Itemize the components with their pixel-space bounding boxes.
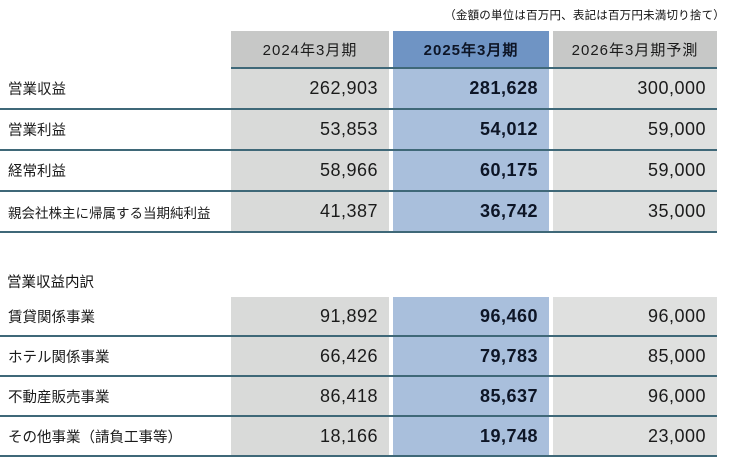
table-row-real-estate-sales: 不動産販売事業 86,418 85,637 96,000 [0, 377, 717, 417]
table-row-hotel: ホテル関係事業 66,426 79,783 85,000 [0, 337, 717, 377]
value-2025: 36,742 [393, 192, 549, 231]
row-label: 親会社株主に帰属する当期純利益 [0, 192, 231, 231]
column-gap [389, 417, 393, 455]
row-label: 賃貸関係事業 [0, 297, 231, 335]
value-2024: 18,166 [231, 417, 389, 455]
value-2024: 41,387 [231, 192, 389, 231]
column-gap [549, 417, 553, 455]
table-row-operating-revenue: 営業収益 262,903 281,628 300,000 [0, 69, 717, 110]
column-gap [389, 110, 393, 149]
row-label: ホテル関係事業 [0, 337, 231, 375]
table-row-operating-profit: 営業利益 53,853 54,012 59,000 [0, 110, 717, 151]
value-2025: 96,460 [393, 297, 549, 335]
column-gap [389, 337, 393, 375]
column-gap [549, 110, 553, 149]
value-2026: 59,000 [553, 151, 717, 190]
value-2026: 96,000 [553, 377, 717, 415]
value-2024: 66,426 [231, 337, 389, 375]
value-2025: 60,175 [393, 151, 549, 190]
row-label: 営業収益 [0, 69, 231, 108]
value-2025: 19,748 [393, 417, 549, 455]
column-gap [549, 192, 553, 231]
value-2026: 85,000 [553, 337, 717, 375]
table-row-net-income: 親会社株主に帰属する当期純利益 41,387 36,742 35,000 [0, 192, 717, 233]
value-2025: 85,637 [393, 377, 549, 415]
table-row-ordinary-profit: 経常利益 58,966 60,175 59,000 [0, 151, 717, 192]
value-2026: 23,000 [553, 417, 717, 455]
value-2026: 35,000 [553, 192, 717, 231]
col-header-2024: 2024年3月期 [231, 31, 389, 67]
column-gap [549, 337, 553, 375]
summary-table: 2024年3月期 2025年3月期 2026年3月期予測 営業収益 262,90… [0, 31, 717, 233]
col-header-2026-forecast: 2026年3月期予測 [553, 31, 717, 67]
col-header-2025-highlight: 2025年3月期 [393, 31, 549, 67]
column-gap [549, 69, 553, 108]
column-gap [389, 151, 393, 190]
row-label: 経常利益 [0, 151, 231, 190]
table-row-other-business: その他事業（請負工事等） 18,166 19,748 23,000 [0, 417, 717, 457]
value-2024: 58,966 [231, 151, 389, 190]
column-gap [389, 377, 393, 415]
row-label: 不動産販売事業 [0, 377, 231, 415]
column-gap [389, 297, 393, 335]
column-gap [549, 31, 553, 67]
row-label: その他事業（請負工事等） [0, 417, 231, 455]
breakdown-table: 賃貸関係事業 91,892 96,460 96,000 ホテル関係事業 66,4… [0, 297, 717, 457]
column-gap [389, 31, 393, 67]
value-2026: 59,000 [553, 110, 717, 149]
column-gap [549, 151, 553, 190]
value-2026: 300,000 [553, 69, 717, 108]
summary-table-header: 2024年3月期 2025年3月期 2026年3月期予測 [231, 31, 717, 69]
table-row-leasing: 賃貸関係事業 91,892 96,460 96,000 [0, 297, 717, 337]
value-2025: 54,012 [393, 110, 549, 149]
column-gap [389, 192, 393, 231]
value-2025: 79,783 [393, 337, 549, 375]
value-2025: 281,628 [393, 69, 549, 108]
column-gap [549, 377, 553, 415]
value-2026: 96,000 [553, 297, 717, 335]
breakdown-section-title: 営業収益内訳 [7, 275, 94, 291]
column-gap [389, 69, 393, 108]
unit-note: （金額の単位は百万円、表記は百万円未満切り捨て） [444, 10, 725, 22]
row-label: 営業利益 [0, 110, 231, 149]
column-gap [549, 297, 553, 335]
value-2024: 91,892 [231, 297, 389, 335]
value-2024: 86,418 [231, 377, 389, 415]
value-2024: 262,903 [231, 69, 389, 108]
value-2024: 53,853 [231, 110, 389, 149]
